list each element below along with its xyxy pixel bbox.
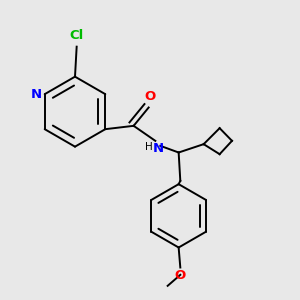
- Text: H: H: [145, 142, 153, 152]
- Text: O: O: [145, 91, 156, 103]
- Text: N: N: [31, 88, 42, 101]
- Text: N: N: [152, 142, 164, 155]
- Text: Cl: Cl: [70, 29, 84, 42]
- Text: O: O: [175, 269, 186, 282]
